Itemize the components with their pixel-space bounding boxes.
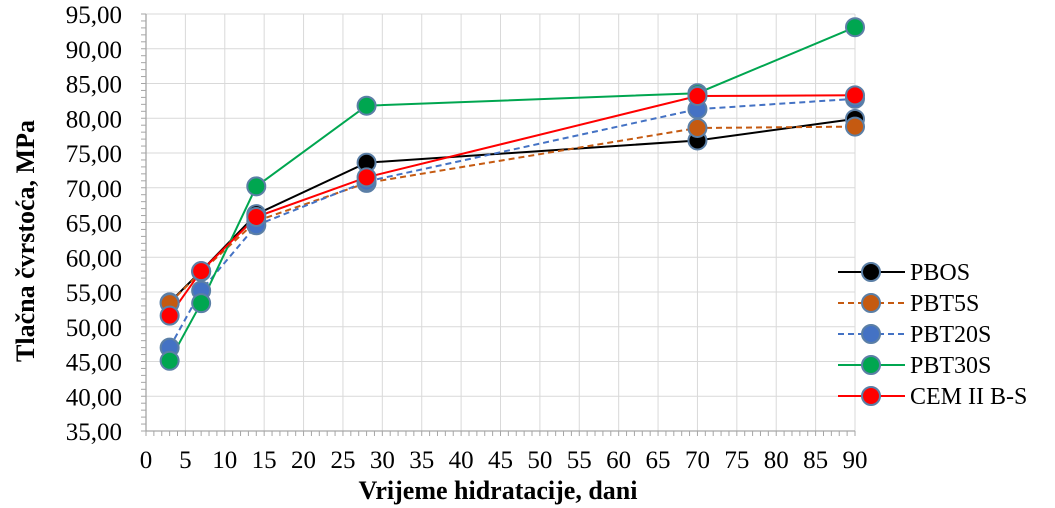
legend-label: PBOS [910,260,970,286]
legend-marker [861,262,881,282]
legend-label: PBT30S [910,353,991,379]
series-line [168,97,856,349]
legend-marker [861,355,881,375]
data-point [356,167,377,188]
x-tick-label: 5 [179,447,192,474]
data-point [191,261,212,282]
data-point [246,176,267,197]
x-tick-label: 35 [409,447,434,474]
y-tick-label: 90,00 [66,37,122,64]
data-point [845,17,865,38]
legend-label: PBT20S [910,322,991,348]
x-tick-label: 65 [646,447,671,474]
x-tick-label: 85 [803,447,828,474]
x-tick-label: 55 [567,447,592,474]
legend-label: PBT5S [910,291,979,317]
x-tick-label: 80 [764,447,789,474]
legend-label: CEM II B-S [910,384,1027,410]
x-tick-label: 30 [370,447,395,474]
x-tick-label: 45 [488,447,513,474]
y-tick-label: 55,00 [66,280,122,307]
y-tick-label: 40,00 [66,384,122,411]
x-tick-label: 50 [527,447,552,474]
data-point [159,305,180,326]
data-point [191,293,212,314]
data-point [687,86,708,107]
y-tick-label: 45,00 [66,350,122,377]
x-tick-label: 70 [685,447,710,474]
y-tick-label: 95,00 [66,2,122,29]
x-tick-label: 0 [140,447,153,474]
y-tick-label: 80,00 [66,106,122,133]
x-axis-title: Vrijeme hidratacije, dani [359,476,638,505]
y-tick-label: 50,00 [66,315,122,342]
y-tick-label: 60,00 [66,245,122,272]
x-tick-label: 60 [606,447,631,474]
data-point [246,206,267,227]
data-point [687,117,708,138]
x-tick-label: 25 [330,447,355,474]
y-tick-label: 65,00 [66,211,122,238]
series-line [168,26,856,362]
x-tick-label: 10 [212,447,237,474]
legend-marker [861,386,881,406]
x-tick-label: 20 [291,447,316,474]
data-point [845,85,865,106]
y-tick-label: 85,00 [66,72,122,99]
data-point [356,95,377,116]
y-axis-title: Tlačna čvrstoća, MPa [11,120,40,362]
series-layer [159,17,865,371]
y-tick-label: 35,00 [66,419,122,446]
legend-marker [861,324,881,344]
data-point [159,350,180,371]
tick-labels: 35,00 40,00 45,00 50,00 55,00 60,00 65,00 70,00… [66,2,868,474]
x-tick-label: 15 [252,447,277,474]
legend-marker [861,293,881,313]
series-line [168,94,856,317]
y-tick-label: 75,00 [66,141,122,168]
x-tick-label: 75 [724,447,749,474]
x-tick-label: 40 [449,447,474,474]
data-point [845,116,865,137]
x-tick-label: 90 [843,447,868,474]
axes [141,13,856,436]
y-tick-label: 70,00 [66,176,122,203]
legend: PBOS PBT5S PBT20S PBT30S CEM II B-S [838,260,1027,410]
